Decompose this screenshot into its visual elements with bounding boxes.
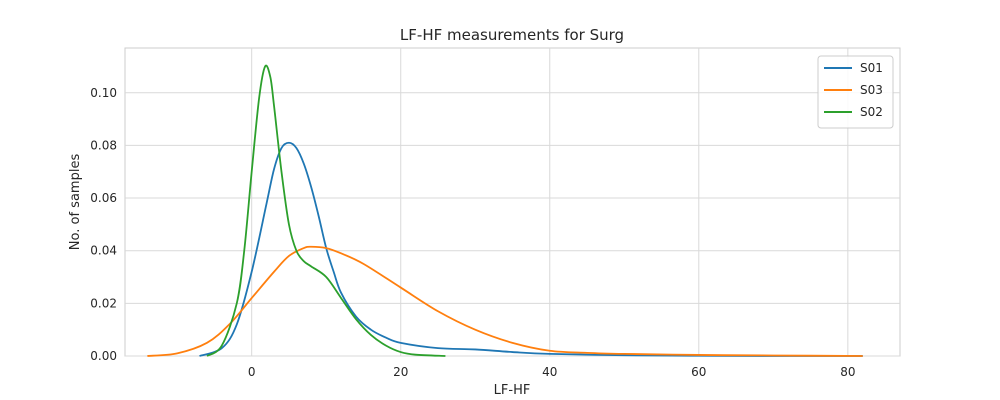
plot-background <box>124 47 901 357</box>
plot-area <box>124 47 901 357</box>
x-tick-label: 0 <box>248 365 256 379</box>
y-tick-label: 0.00 <box>90 349 117 363</box>
series-layer <box>147 64 863 357</box>
y-tick-label: 0.08 <box>90 138 117 152</box>
chart-title: LF-HF measurements for Surg <box>400 26 624 44</box>
x-axis-ticks: 0 20 40 60 80 <box>248 365 856 379</box>
x-tick-label: 40 <box>542 365 557 379</box>
y-tick-label: 0.06 <box>90 191 117 205</box>
legend-label-s03: S03 <box>860 83 883 97</box>
legend-label-s02: S02 <box>860 105 883 119</box>
x-axis-label: LF-HF <box>494 383 531 398</box>
y-tick-label: 0.02 <box>90 296 117 310</box>
series-line-s03 <box>147 245 863 357</box>
legend: S01 S03 S02 <box>817 55 894 129</box>
y-axis-ticks: 0.00 0.02 0.04 0.06 0.08 0.10 <box>90 86 117 363</box>
y-tick-label: 0.10 <box>90 86 117 100</box>
series-line-s01 <box>199 141 863 357</box>
y-axis-label: No. of samples <box>68 154 83 251</box>
y-tick-label: 0.04 <box>90 244 117 258</box>
x-tick-label: 60 <box>691 365 706 379</box>
series-line-s02 <box>206 64 446 357</box>
x-tick-label: 80 <box>840 365 855 379</box>
legend-label-s01: S01 <box>860 61 883 75</box>
legend-box <box>817 55 894 129</box>
x-tick-label: 20 <box>393 365 408 379</box>
